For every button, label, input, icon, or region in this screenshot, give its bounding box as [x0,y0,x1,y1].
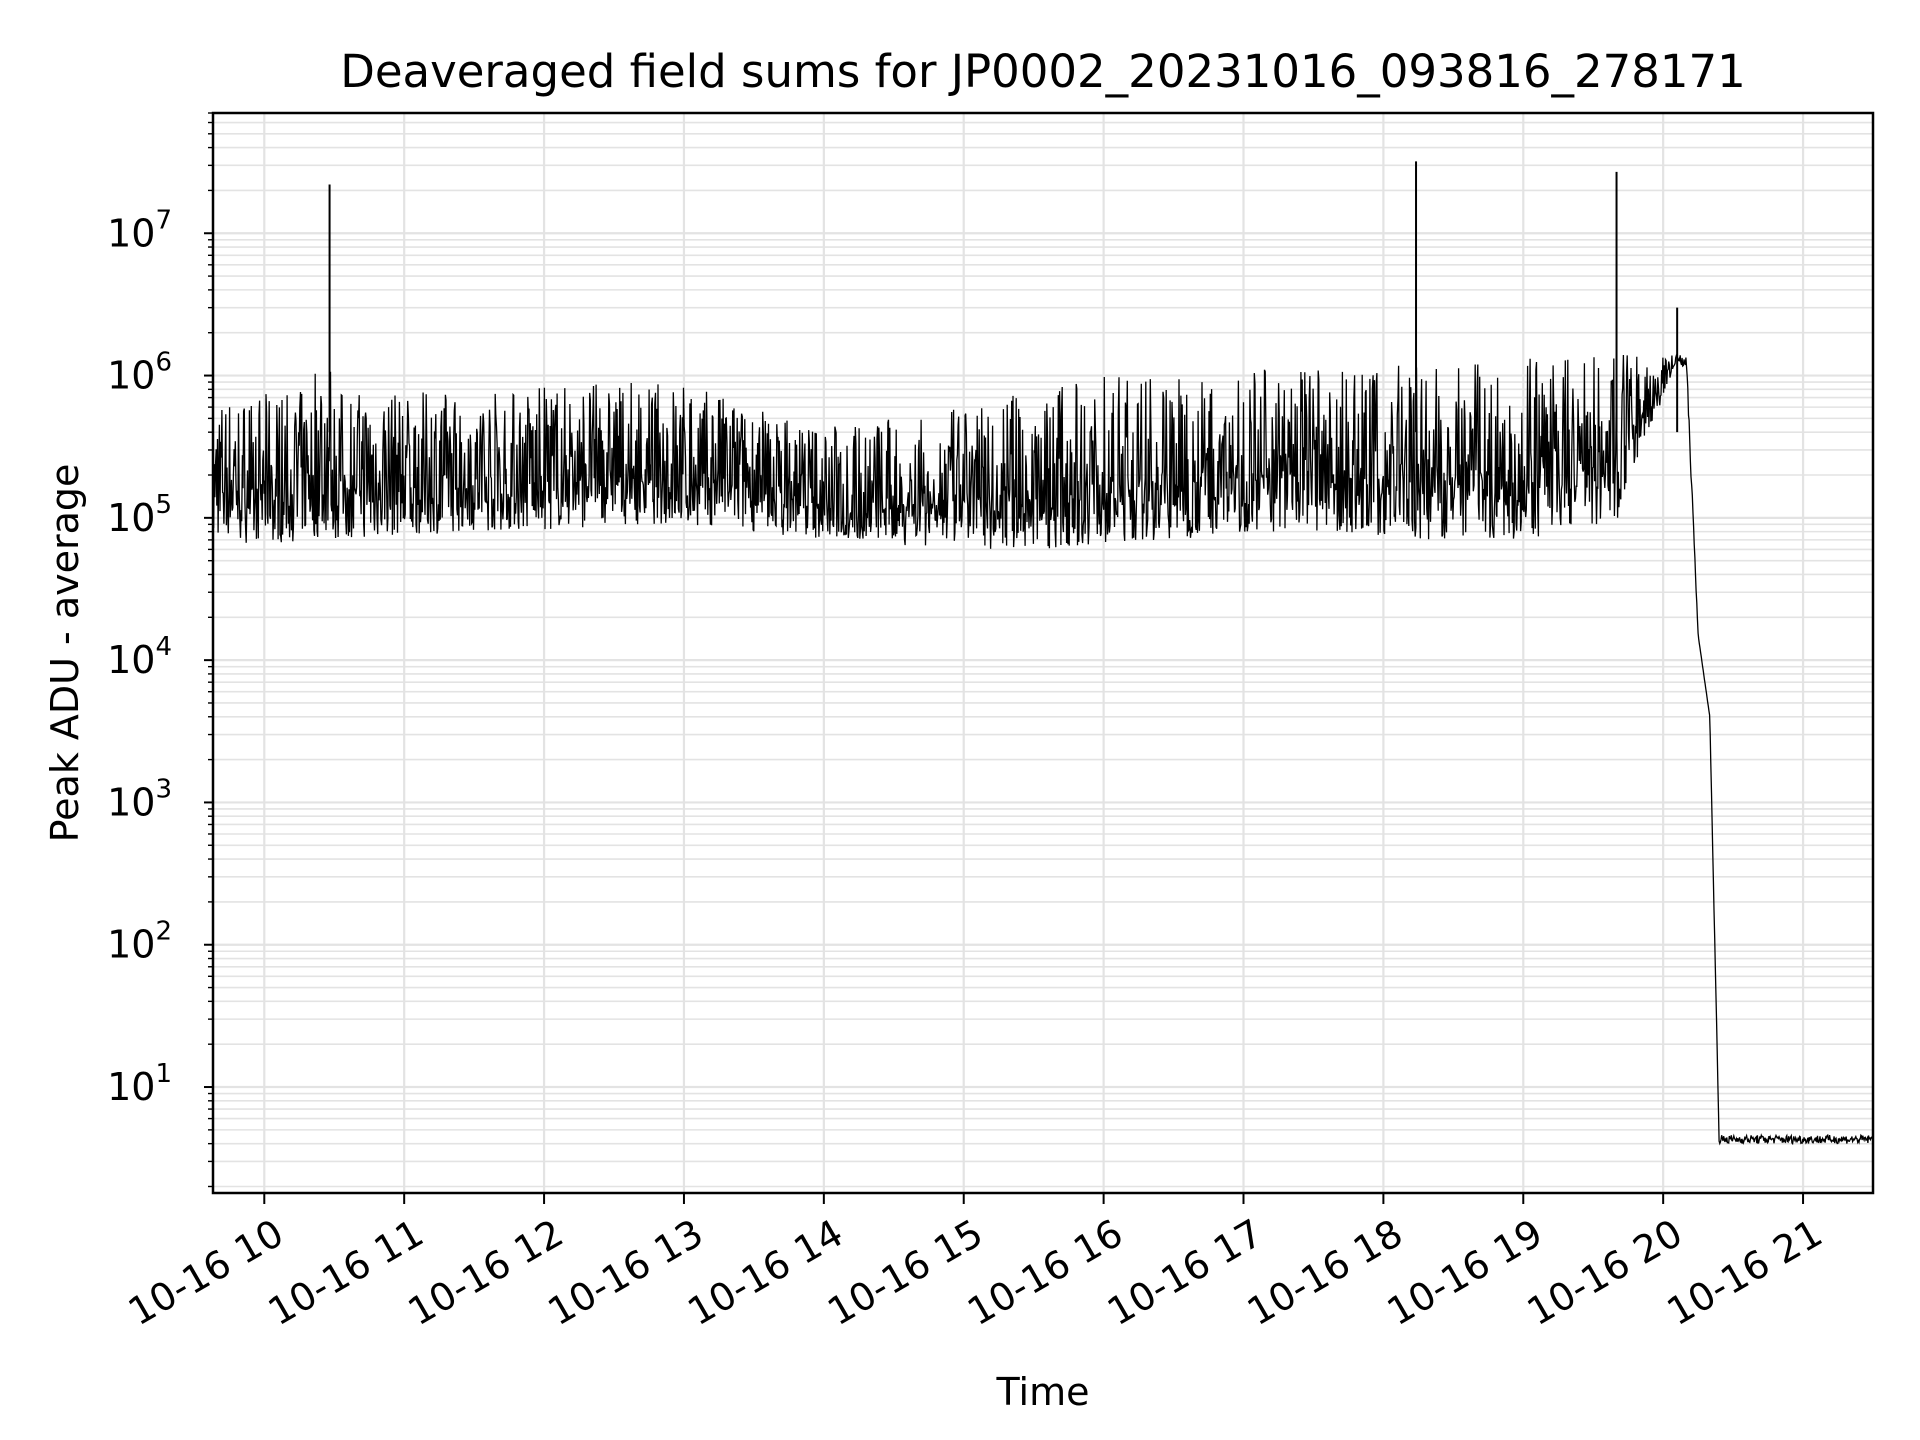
y-tick-exponent: 6 [155,348,172,378]
y-tick-exponent: 7 [155,205,172,235]
x-axis-label: Time [996,1370,1090,1414]
y-tick-base: 10 [107,496,155,540]
data-layer [212,161,1874,1146]
y-tick-base: 10 [107,354,155,398]
y-tick-exponent: 4 [155,632,172,662]
y-tick-exponent: 1 [155,1059,172,1089]
chart-title: Deaveraged field sums for JP0002_2023101… [340,45,1746,98]
grid-layer [213,112,1873,1193]
y-tick-label: 107 [107,205,172,255]
y-tick-label: 106 [107,348,172,398]
y-tick-label: 105 [107,490,172,540]
plot-frame [211,111,1875,1195]
y-tick-label: 104 [107,632,172,682]
y-tick-base: 10 [107,211,155,255]
y-tick-exponent: 5 [155,490,172,520]
y-tick-exponent: 2 [155,917,172,947]
series-line [212,354,1874,1146]
y-axis-label: Peak ADU - average [43,464,87,843]
y-tick-base: 10 [107,780,155,824]
y-tick-base: 10 [107,1065,155,1109]
y-tick-label: 103 [107,774,172,824]
y-tick-base: 10 [107,923,155,967]
y-tick-label: 102 [107,917,172,967]
y-tick-base: 10 [107,638,155,682]
y-tick-exponent: 3 [155,774,172,804]
y-tick-label: 101 [107,1059,172,1109]
